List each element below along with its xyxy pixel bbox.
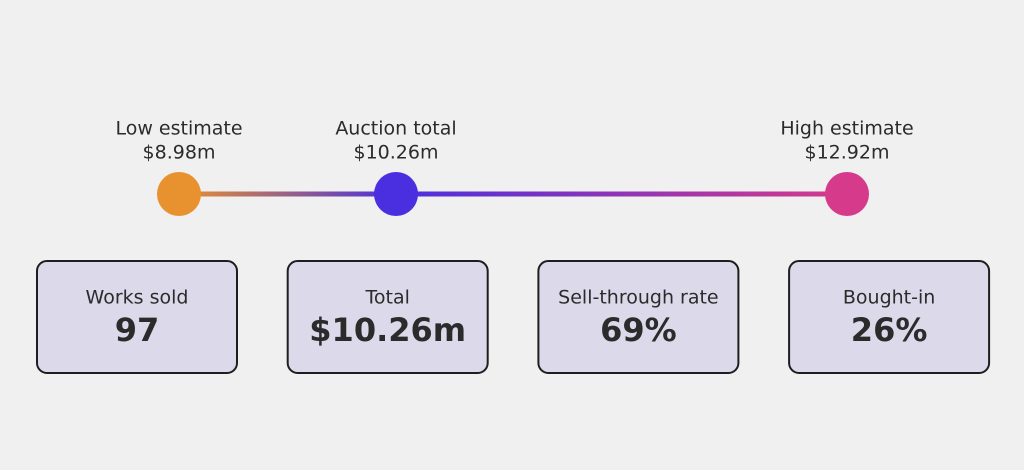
marker-label: Auction total (335, 118, 456, 140)
marker-label: High estimate (780, 118, 913, 140)
stat-card (537, 260, 740, 374)
stat-value: 26% (851, 311, 928, 349)
marker (157, 172, 201, 216)
marker-value: $10.26m (354, 142, 439, 164)
stat-card (36, 260, 238, 374)
stat-label: Bought-in (843, 287, 935, 309)
stat-label: Works sold (86, 287, 189, 309)
marker (825, 172, 869, 216)
range-line (179, 191, 847, 197)
marker-value: $12.92m (805, 142, 890, 164)
marker-label: Low estimate (115, 118, 242, 140)
stat-card (286, 260, 489, 374)
stat-value: 97 (115, 311, 160, 349)
stat-label: Sell-through rate (558, 287, 718, 309)
marker-value: $8.98m (143, 142, 216, 164)
stat-value: 69% (600, 311, 677, 349)
stat-label: Total (365, 287, 410, 309)
marker (374, 172, 419, 216)
stat-value: $10.26m (309, 311, 466, 349)
stat-card (788, 260, 991, 374)
